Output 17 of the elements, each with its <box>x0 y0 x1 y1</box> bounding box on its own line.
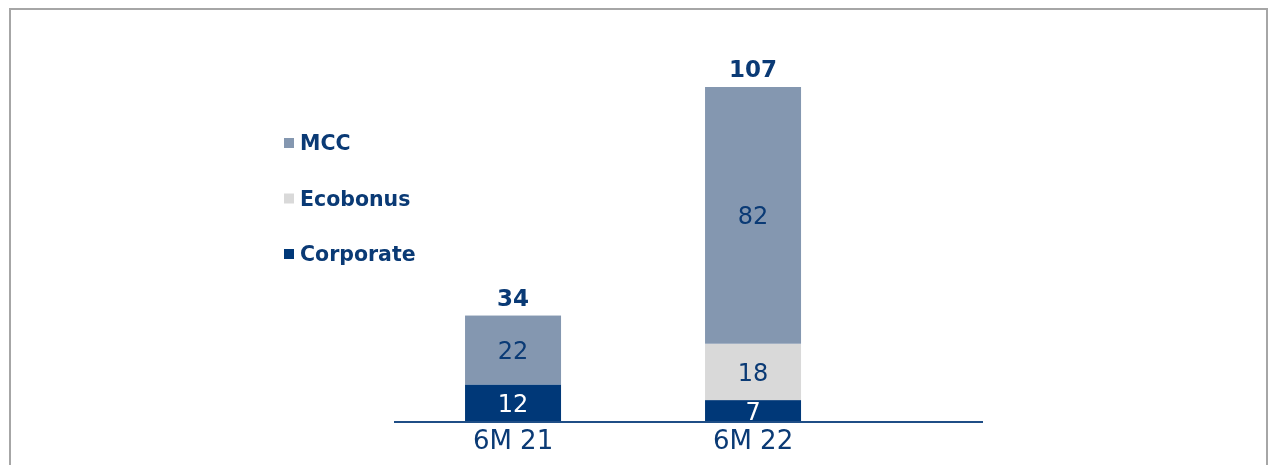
legend-label: MCC <box>300 131 351 156</box>
bar <box>705 87 802 344</box>
bar <box>705 343 802 401</box>
data-label: 22 <box>497 336 529 365</box>
legend-label: Ecobonus <box>300 186 411 211</box>
data-label: 18 <box>737 358 769 387</box>
total-label: 34 <box>497 284 530 311</box>
x-tick-label: 6M 22 <box>712 425 794 455</box>
bar <box>465 315 562 385</box>
x-tick-label: 6M 21 <box>472 425 554 455</box>
legend-label: Corporate <box>300 242 416 267</box>
data-label: 82 <box>737 202 769 230</box>
data-label: 7 <box>745 397 761 426</box>
data-label: 12 <box>497 389 529 418</box>
bar <box>465 384 562 422</box>
bar <box>705 400 802 422</box>
total-label: 107 <box>729 56 778 82</box>
